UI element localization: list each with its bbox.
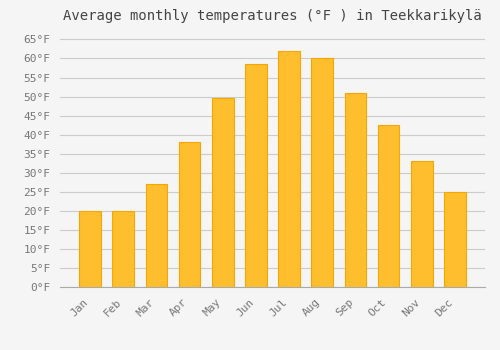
Title: Average monthly temperatures (°F ) in Teekkarikylä: Average monthly temperatures (°F ) in Te…: [63, 9, 482, 23]
Bar: [411, 161, 432, 287]
Bar: [278, 51, 300, 287]
Bar: [80, 211, 101, 287]
Bar: [444, 192, 466, 287]
Bar: [112, 211, 134, 287]
Bar: [245, 64, 266, 287]
Bar: [378, 125, 400, 287]
Bar: [212, 98, 234, 287]
Bar: [344, 93, 366, 287]
Bar: [179, 142, 201, 287]
Bar: [146, 184, 167, 287]
Bar: [312, 58, 333, 287]
